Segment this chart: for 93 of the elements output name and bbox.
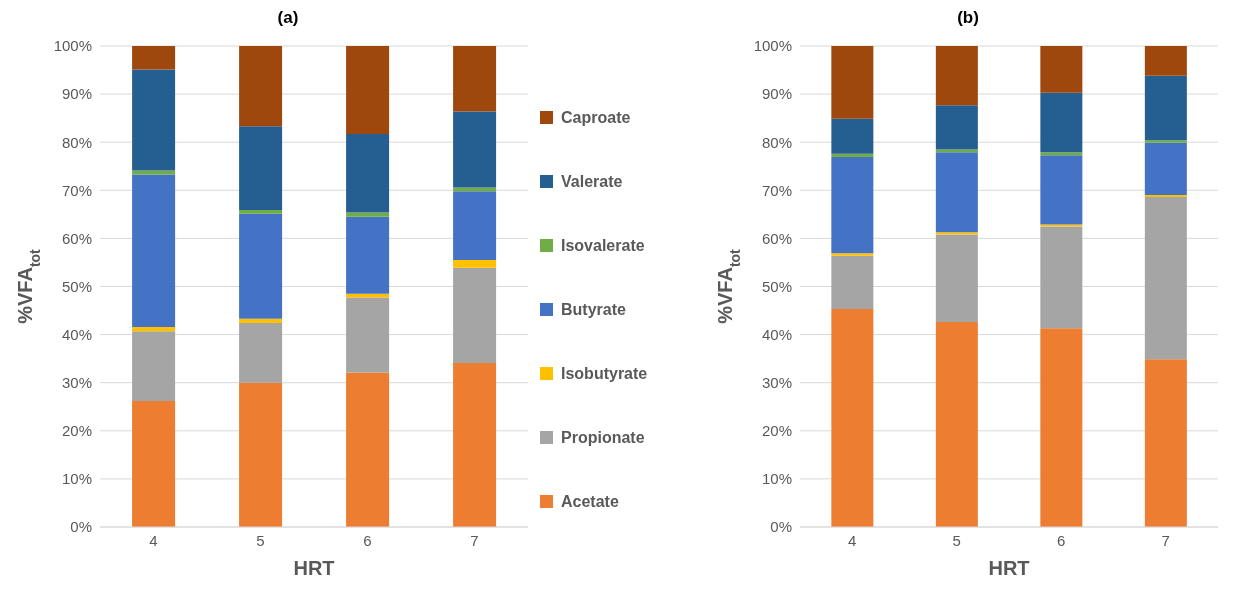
- bar: [831, 309, 874, 527]
- bar: [1040, 152, 1083, 156]
- x-tick-label: 7: [1161, 531, 1170, 549]
- bar: [132, 400, 176, 527]
- bar: [239, 318, 283, 324]
- y-tick-label: 60%: [61, 229, 92, 247]
- bar: [132, 46, 176, 70]
- legend-label: Butyrate: [561, 300, 626, 319]
- y-tick-label: 20%: [61, 422, 92, 440]
- bar: [346, 293, 390, 298]
- bar: [831, 118, 874, 154]
- bar: [453, 111, 497, 188]
- bar: [239, 382, 283, 527]
- bar: [935, 234, 978, 323]
- x-tick-label: 6: [1057, 531, 1066, 549]
- bar: [1144, 140, 1187, 143]
- bar: [453, 187, 497, 192]
- bar: [346, 46, 390, 135]
- x-tick-label: 5: [256, 531, 265, 549]
- bar: [935, 105, 978, 150]
- bar: [1040, 46, 1083, 93]
- bar: [346, 216, 390, 294]
- bar: [453, 46, 497, 112]
- y-tick-label: 90%: [761, 85, 792, 103]
- x-axis-title: HRT: [988, 557, 1030, 579]
- bar: [453, 260, 497, 268]
- chart-title: (b): [956, 8, 980, 29]
- bar: [239, 210, 283, 214]
- bar: [239, 46, 283, 127]
- bar: [346, 134, 390, 213]
- y-tick-label: 10%: [61, 470, 92, 488]
- x-tick-label: 7: [470, 531, 479, 549]
- bar: [132, 331, 176, 401]
- bar: [831, 253, 874, 256]
- bar: [1144, 46, 1187, 76]
- y-tick-label: 0%: [770, 518, 792, 536]
- bar: [935, 149, 978, 153]
- x-axis-title: HRT: [293, 557, 335, 579]
- bar: [132, 69, 176, 171]
- x-tick-label: 5: [952, 531, 961, 549]
- bar: [831, 255, 874, 310]
- y-tick-label: 80%: [761, 133, 792, 151]
- legend-label: Isobutyrate: [561, 364, 648, 383]
- y-tick-label: 30%: [761, 374, 792, 392]
- bar: [831, 157, 874, 254]
- x-tick-label: 6: [363, 531, 372, 549]
- bar: [935, 232, 978, 235]
- bar: [239, 323, 283, 383]
- bar: [239, 213, 283, 319]
- x-tick-label: 4: [848, 531, 857, 549]
- bar: [346, 372, 390, 527]
- y-tick-label: 70%: [761, 181, 792, 199]
- bar: [453, 362, 497, 527]
- y-tick-label: 100%: [753, 37, 792, 55]
- legend-label: Caproate: [561, 108, 631, 127]
- y-tick-label: 40%: [61, 325, 92, 343]
- bar: [1144, 359, 1187, 527]
- bar: [1040, 328, 1083, 527]
- bar: [831, 46, 874, 119]
- y-tick-label: 50%: [761, 277, 792, 295]
- bar: [1144, 197, 1187, 360]
- bar: [1040, 226, 1083, 329]
- y-tick-label: 0%: [70, 518, 92, 536]
- bar: [453, 267, 497, 363]
- bar: [239, 126, 283, 211]
- y-tick-label: 40%: [761, 325, 792, 343]
- bar: [935, 46, 978, 106]
- y-tick-label: 80%: [61, 133, 92, 151]
- bar: [132, 326, 176, 332]
- y-tick-label: 50%: [61, 277, 92, 295]
- x-tick-label: 4: [149, 531, 158, 549]
- bar: [1144, 142, 1187, 196]
- bar: [935, 152, 978, 233]
- y-tick-label: 30%: [61, 374, 92, 392]
- bar: [132, 174, 176, 327]
- y-tick-label: 70%: [61, 181, 92, 199]
- legend-label: Valerate: [561, 172, 623, 191]
- y-tick-label: 60%: [761, 229, 792, 247]
- bar: [935, 322, 978, 527]
- bar: [1040, 92, 1083, 153]
- y-tick-label: 100%: [53, 37, 92, 55]
- y-tick-label: 90%: [61, 85, 92, 103]
- bar: [453, 191, 497, 261]
- y-tick-label: 10%: [761, 470, 792, 488]
- bar: [346, 297, 390, 373]
- bar: [1144, 75, 1187, 141]
- bar: [1040, 155, 1083, 225]
- chart-title: (a): [276, 8, 300, 29]
- legend-label: Propionate: [561, 428, 645, 447]
- legend-label: Isovalerate: [561, 236, 645, 255]
- y-tick-label: 20%: [761, 422, 792, 440]
- bar: [346, 212, 390, 217]
- legend-label: Acetate: [561, 492, 619, 511]
